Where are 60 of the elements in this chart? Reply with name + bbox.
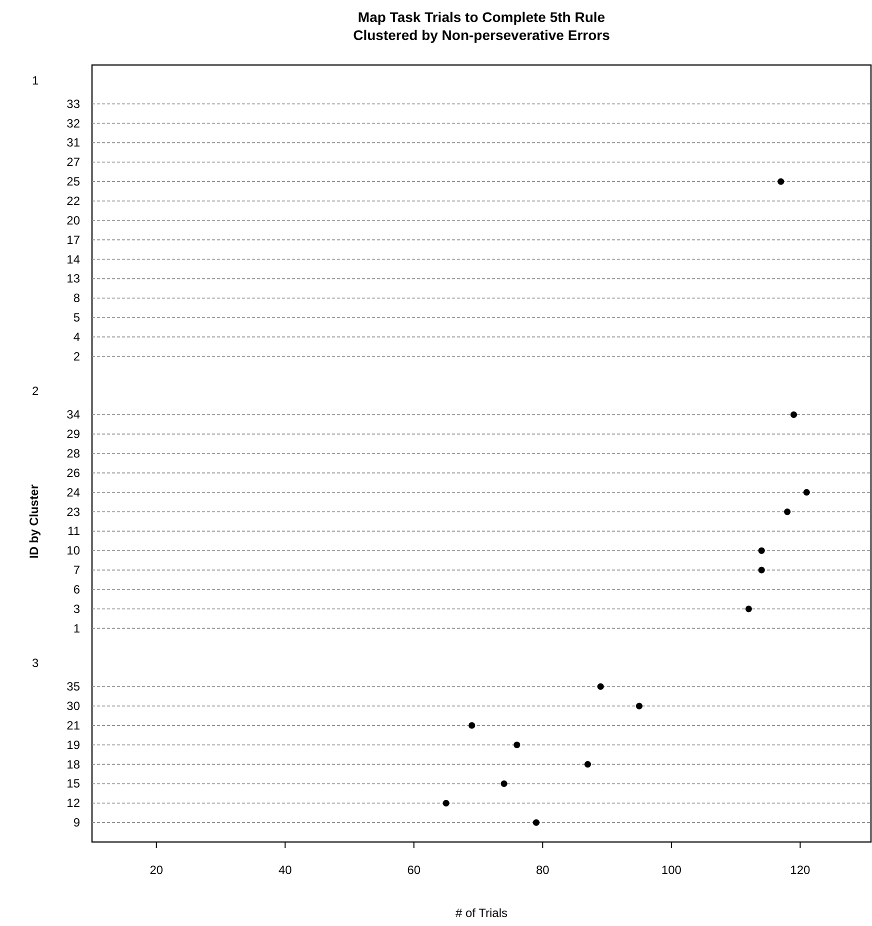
x-tick-label: 80: [536, 863, 550, 877]
y-tick-label: 22: [66, 194, 80, 208]
x-axis-title: # of Trials: [455, 906, 508, 920]
y-tick-label: 35: [66, 680, 80, 694]
chart-subtitle: 2: [32, 384, 39, 398]
point: [532, 819, 540, 826]
chart-subtitle: 3: [32, 656, 39, 670]
y-tick-label: 25: [66, 174, 80, 189]
x-tick-label: 20: [150, 863, 164, 877]
point: [758, 566, 765, 574]
point: [500, 780, 508, 788]
point: [636, 702, 643, 710]
y-tick-label: 20: [66, 213, 80, 228]
x-tick-label: 40: [278, 863, 292, 877]
y-tick-label: 8: [73, 291, 80, 306]
y-tick-label: 3: [73, 602, 80, 616]
point: [758, 547, 765, 554]
y-tick-label: 11: [68, 524, 80, 538]
point: [597, 683, 604, 690]
y-tick-label: 27: [66, 155, 80, 170]
y-tick-label: 34: [66, 408, 80, 422]
x-tick-label: 100: [661, 863, 682, 877]
point: [468, 722, 476, 729]
chart-title: Map Task Trials to Complete 5th Rule Clustered by Non-perseverative Errors: [353, 9, 610, 43]
y-tick-label: 31: [66, 136, 80, 150]
y-tick-label: 2: [73, 349, 80, 364]
y-tick-label: 26: [66, 466, 80, 480]
y-tick-label: 1: [73, 621, 80, 636]
y-tick-label: 6: [73, 582, 80, 596]
point: [584, 761, 592, 768]
y-tick-label: 29: [66, 427, 80, 442]
y-tick-label: 18: [66, 757, 80, 772]
y-tick-label: 14: [66, 252, 80, 266]
x-tick-label: 120: [790, 863, 811, 877]
y-tick-label: 10: [66, 544, 80, 558]
y-tick-label: 7: [73, 563, 80, 578]
y-tick-label: 28: [66, 446, 80, 460]
point: [514, 742, 520, 748]
chart-subtitle: 1: [32, 73, 39, 88]
y-tick-label: 21: [66, 718, 80, 732]
point: [784, 508, 791, 516]
y-tick-label: 30: [66, 699, 80, 714]
point: [790, 411, 798, 418]
point: [442, 800, 450, 806]
point: [803, 489, 810, 496]
y-axis-title: ID by Cluster: [27, 484, 41, 558]
point: [745, 606, 752, 612]
y-tick-label: 9: [73, 816, 80, 830]
y-tick-label: 15: [66, 776, 80, 791]
y-tick-label: 4: [73, 330, 80, 344]
y-tick-label: 19: [66, 738, 80, 752]
y-tick-label: 32: [66, 116, 80, 130]
y-tick-label: 24: [66, 485, 80, 500]
y-tick-label: 5: [73, 310, 80, 325]
y-tick-label: 12: [66, 796, 80, 810]
y-tick-label: 23: [66, 504, 80, 519]
y-tick-label: 17: [66, 232, 80, 247]
x-tick-label: 60: [407, 863, 421, 877]
y-tick-label: 13: [66, 272, 80, 286]
y-tick-label: 33: [66, 96, 80, 111]
